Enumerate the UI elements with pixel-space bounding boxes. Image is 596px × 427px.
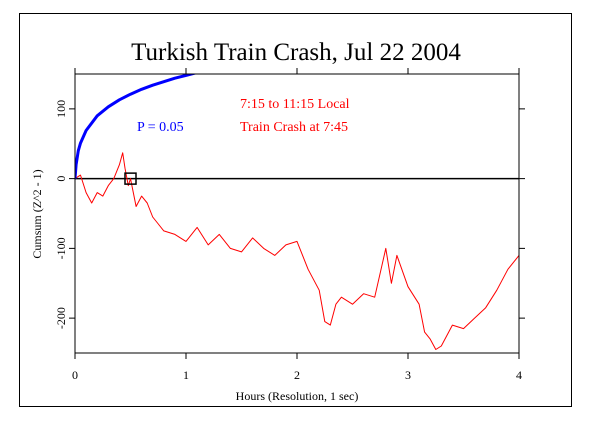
chart-title: Turkish Train Crash, Jul 22 2004	[131, 39, 461, 66]
p-value-curve	[75, 74, 198, 179]
y-tick-label: 100	[54, 100, 68, 118]
annotation-p-value: P = 0.05	[137, 120, 184, 135]
x-tick-label: 0	[72, 368, 78, 382]
annotation-time-range: 7:15 to 11:15 Local	[240, 97, 350, 112]
cumsum-series-line	[75, 152, 519, 350]
event-marker-square	[124, 172, 137, 185]
x-tick-label: 1	[183, 368, 189, 382]
x-tick-label: 3	[405, 368, 411, 382]
plot-area-border	[74, 73, 520, 354]
y-tick-label: 0	[54, 176, 68, 182]
x-axis-label: Hours (Resolution, 1 sec)	[236, 389, 359, 403]
y-axis-label: Cumsum (Z^2 - 1)	[30, 169, 44, 258]
x-tick-label: 4	[516, 368, 522, 382]
x-tick-label: 2	[294, 368, 300, 382]
annotation-crash-time: Train Crash at 7:45	[240, 120, 348, 135]
y-tick-label: -100	[54, 237, 68, 259]
y-tick-label: -200	[54, 307, 68, 329]
chart-frame	[19, 13, 572, 407]
